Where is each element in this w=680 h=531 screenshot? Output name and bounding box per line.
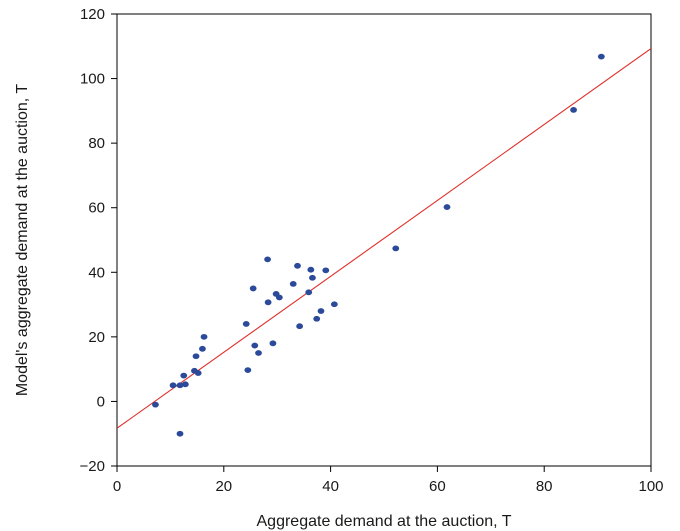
y-tick-label: 100 <box>80 71 105 88</box>
y-tick-label: 0 <box>97 393 105 410</box>
data-point <box>392 245 400 252</box>
y-tick-label: −20 <box>80 458 105 475</box>
data-point <box>443 204 451 210</box>
data-point <box>169 382 177 389</box>
data-point <box>289 281 297 287</box>
data-point <box>307 266 315 273</box>
data-point <box>255 350 262 356</box>
data-point <box>313 315 321 322</box>
data-point <box>199 345 206 352</box>
plot-frame <box>116 13 652 467</box>
x-tick-label: 0 <box>113 478 121 495</box>
data-point <box>309 274 316 281</box>
data-point <box>264 256 271 263</box>
y-tick-label: 20 <box>88 329 105 346</box>
data-point <box>251 342 259 349</box>
data-point <box>242 321 250 327</box>
data-point <box>294 262 301 269</box>
x-tick-label: 80 <box>536 478 553 495</box>
data-point <box>269 340 277 347</box>
data-point <box>192 353 200 360</box>
data-point <box>194 370 202 376</box>
data-point <box>181 381 189 388</box>
data-point <box>244 367 252 374</box>
data-point <box>317 308 325 314</box>
data-point <box>305 289 313 296</box>
x-tick-label: 20 <box>215 478 232 495</box>
x-axis-title: Aggregate demand at the auction, T <box>257 513 512 530</box>
data-point <box>296 323 304 330</box>
data-point <box>176 382 184 389</box>
data-point <box>152 401 159 408</box>
data-point <box>249 285 257 292</box>
data-point <box>180 372 188 379</box>
y-tick-label: 120 <box>80 6 105 23</box>
regression-line <box>117 48 651 429</box>
data-point <box>597 53 605 60</box>
data-point <box>322 267 330 274</box>
x-tick-label: 60 <box>429 478 446 495</box>
y-axis-title: Model's aggregate demand at the auction,… <box>14 84 31 397</box>
data-point <box>275 294 283 301</box>
data-point <box>200 333 208 340</box>
data-point <box>570 106 577 113</box>
x-tick-label: 40 <box>322 478 339 495</box>
data-point <box>330 301 338 308</box>
data-point <box>176 430 184 437</box>
x-tick-label: 100 <box>638 478 663 495</box>
data-point <box>264 299 272 306</box>
y-tick-label: 60 <box>88 200 105 217</box>
y-tick-label: 40 <box>88 264 105 281</box>
y-tick-label: 80 <box>88 135 105 152</box>
